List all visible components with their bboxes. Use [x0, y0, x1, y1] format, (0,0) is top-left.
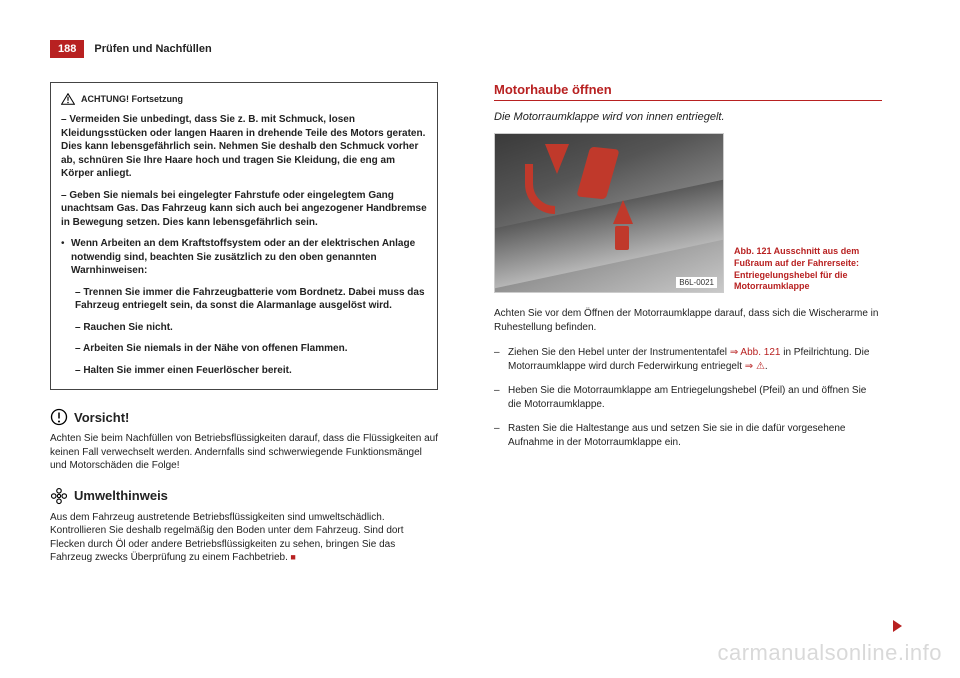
step-item: – Ziehen Sie den Hebel unter der Instrum… [494, 346, 882, 374]
caution-text: Achten Sie beim Nachfüllen von Betriebsf… [50, 432, 438, 473]
page-root: 188 Prüfen und Nachfüllen ACHTUNG! Forts… [0, 0, 960, 678]
warning-subitem: – Trennen Sie immer die Fahrzeugbatterie… [75, 286, 427, 313]
step-item: – Rasten Sie die Haltestange aus und set… [494, 422, 882, 450]
continue-arrow-icon [893, 620, 902, 632]
content-columns: ACHTUNG! Fortsetzung – Vermeiden Sie unb… [50, 82, 910, 579]
figure-ref-link: ⇒ Abb. 121 [730, 347, 781, 358]
flower-icon [50, 487, 68, 505]
environment-title: Umwelthinweis [74, 488, 168, 503]
step-text: Heben Sie die Motorraumklappe am Entrieg… [508, 384, 882, 412]
warning-ref-link: ⇒ ⚠ [745, 361, 765, 372]
step-text-part: . [765, 361, 768, 372]
warning-header: ACHTUNG! Fortsetzung [61, 93, 427, 105]
bullet-icon: • [61, 237, 71, 286]
figure-code: B6L-0021 [676, 277, 717, 288]
watermark-text: carmanualsonline.info [717, 640, 942, 666]
warning-label: ACHTUNG! Fortsetzung [81, 93, 183, 105]
warning-item: – Geben Sie niemals bei eingelegter Fahr… [61, 189, 427, 230]
dash-icon: – [494, 346, 508, 374]
caution-heading: Vorsicht! [50, 408, 438, 426]
right-column: Motorhaube öffnen Die Motorraumklappe wi… [494, 82, 882, 579]
warning-subitem: – Arbeiten Sie niemals in der Nähe von o… [75, 342, 427, 356]
warning-list: – Vermeiden Sie unbedingt, dass Sie z. B… [61, 113, 427, 377]
warning-box: ACHTUNG! Fortsetzung – Vermeiden Sie unb… [50, 82, 438, 390]
step-text: Ziehen Sie den Hebel unter der Instrumen… [508, 346, 882, 374]
caution-title: Vorsicht! [74, 410, 129, 425]
step-item: – Heben Sie die Motorraumklappe am Entri… [494, 384, 882, 412]
warning-subitem: – Rauchen Sie nicht. [75, 321, 427, 335]
figure-caption: Abb. 121 Ausschnitt aus dem Fußraum auf … [734, 246, 874, 293]
right-subtitle: Die Motorraumklappe wird von innen entri… [494, 111, 882, 123]
dash-icon: – [494, 384, 508, 412]
dash-icon: – [494, 422, 508, 450]
warning-bullet-intro: • Wenn Arbeiten an dem Kraftstoffsystem … [61, 237, 427, 286]
figure-image: B6L-0021 [494, 133, 724, 293]
warning-triangle-icon [61, 93, 75, 105]
right-heading: Motorhaube öffnen [494, 82, 882, 101]
figure-row: B6L-0021 Abb. 121 Ausschnitt aus dem Fuß… [494, 133, 882, 293]
environment-text: Aus dem Fahrzeug austretende Betriebsflü… [50, 511, 438, 565]
right-intro: Achten Sie vor dem Öffnen der Motorraumk… [494, 307, 882, 334]
step-text: Rasten Sie die Haltestange aus und setze… [508, 422, 882, 450]
warning-item: – Vermeiden Sie unbedingt, dass Sie z. B… [61, 113, 427, 181]
left-column: ACHTUNG! Fortsetzung – Vermeiden Sie unb… [50, 82, 438, 579]
page-number: 188 [50, 40, 84, 58]
page-header: 188 Prüfen und Nachfüllen [50, 40, 910, 58]
section-title: Prüfen und Nachfüllen [94, 43, 211, 55]
warning-intro-text: Wenn Arbeiten an dem Kraftstoffsystem od… [71, 237, 427, 278]
environment-heading: Umwelthinweis [50, 487, 438, 505]
caution-circle-icon [50, 408, 68, 426]
warning-subitem: – Halten Sie immer einen Feuerlöscher be… [75, 364, 427, 378]
step-text-part: Ziehen Sie den Hebel unter der Instrumen… [508, 347, 730, 358]
